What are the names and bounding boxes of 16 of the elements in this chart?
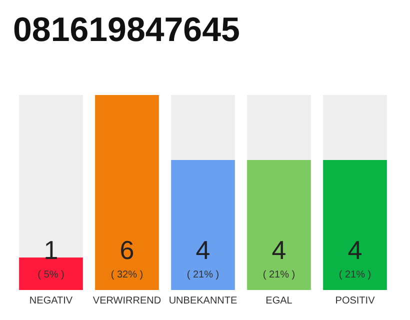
x-tick-label: EGAL	[266, 296, 293, 306]
annotation: ( 21% )	[338, 270, 372, 280]
x-tick-label: POSITIV	[335, 296, 376, 306]
annotation: ( 21% )	[186, 270, 220, 280]
data-label: 4	[348, 235, 362, 265]
data-label: 6	[120, 235, 134, 265]
x-tick-label: VERWIRREND	[92, 296, 162, 306]
annotation: ( 5% )	[38, 270, 64, 280]
x-tick-label: UNBEKANNTE	[168, 296, 238, 306]
chart-title: 081619847645	[13, 11, 240, 49]
data-label: 4	[272, 235, 286, 265]
annotation: ( 32% )	[110, 270, 144, 280]
annotation: ( 21% )	[262, 270, 296, 280]
x-tick-label: NEGATIV	[29, 296, 73, 306]
data-label: 1	[44, 235, 58, 265]
data-label: 4	[196, 235, 210, 265]
